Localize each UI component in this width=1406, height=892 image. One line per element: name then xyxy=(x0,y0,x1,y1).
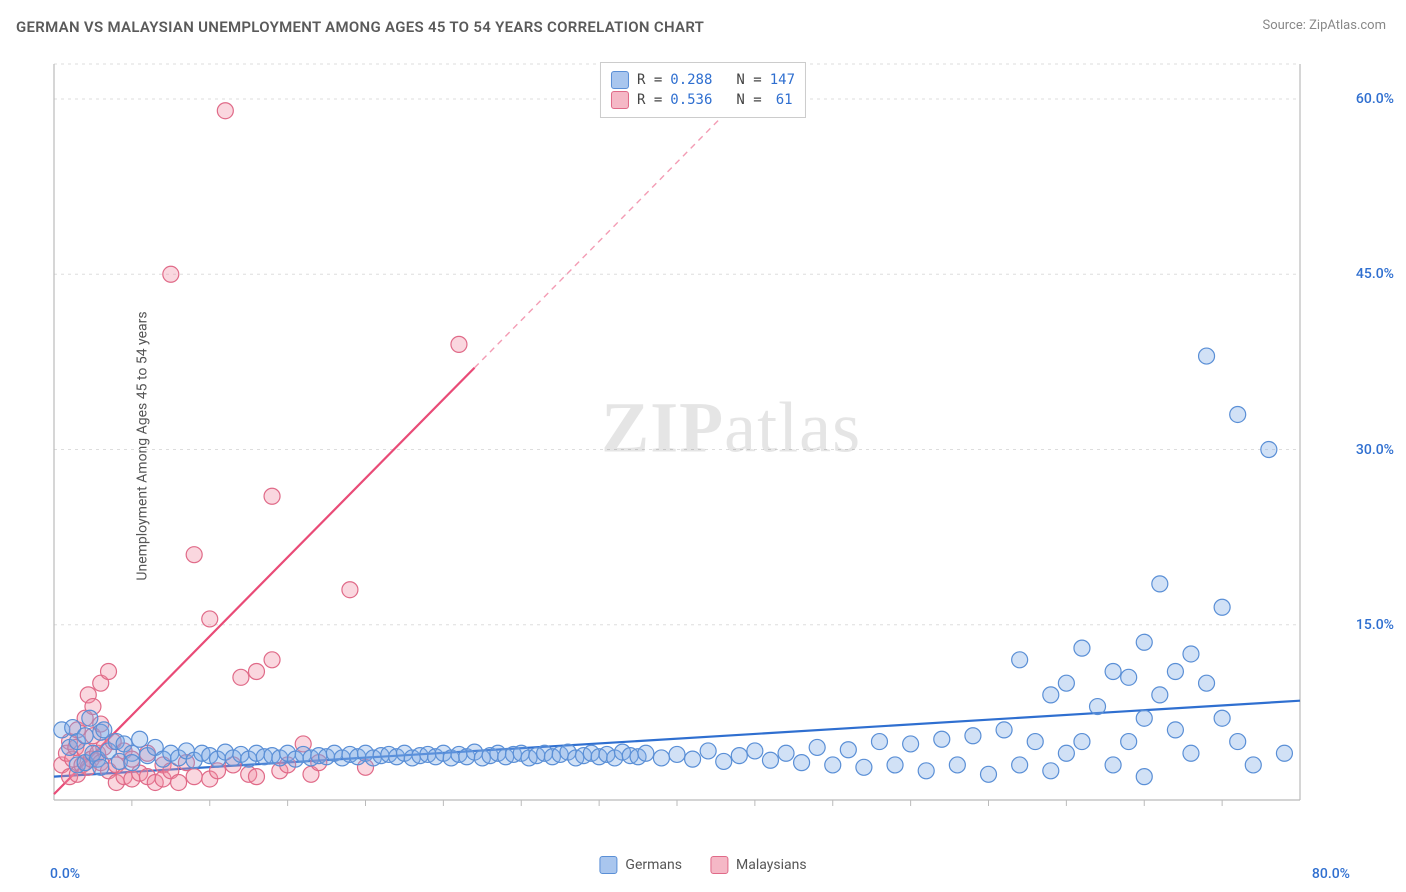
scatter-chart-svg xyxy=(50,60,1350,840)
x-axis-max-label: 80.0% xyxy=(1312,866,1350,882)
r-value-germans: 0.288 xyxy=(670,72,712,88)
n-label: N = xyxy=(736,72,761,88)
legend-label-malaysians: Malaysians xyxy=(736,857,807,873)
legend-swatch-germans xyxy=(611,71,629,89)
y-tick-label: 15.0% xyxy=(1356,617,1394,633)
legend-swatch-malaysians xyxy=(611,91,629,109)
x-axis-origin-label: 0.0% xyxy=(50,866,80,882)
legend-swatch-malaysians xyxy=(710,856,728,874)
chart-area xyxy=(50,60,1350,840)
legend-correlation: R = 0.288 N = 147 R = 0.536 N = 61 xyxy=(600,62,806,118)
n-label: N = xyxy=(736,92,761,108)
y-tick-label: 60.0% xyxy=(1356,91,1394,107)
legend-item-germans: Germans xyxy=(599,856,682,874)
legend-series: Germans Malaysians xyxy=(599,856,806,874)
legend-correlation-row-germans: R = 0.288 N = 147 xyxy=(611,71,795,89)
r-label: R = xyxy=(637,92,662,108)
legend-item-malaysians: Malaysians xyxy=(710,856,807,874)
r-label: R = xyxy=(637,72,662,88)
n-value-malaysians: 61 xyxy=(770,92,793,108)
n-value-germans: 147 xyxy=(770,72,795,88)
source-attribution: Source: ZipAtlas.com xyxy=(1262,18,1386,33)
legend-label-germans: Germans xyxy=(625,857,682,873)
y-tick-label: 30.0% xyxy=(1356,442,1394,458)
y-tick-label: 45.0% xyxy=(1356,266,1394,282)
legend-swatch-germans xyxy=(599,856,617,874)
chart-title: GERMAN VS MALAYSIAN UNEMPLOYMENT AMONG A… xyxy=(16,18,704,36)
legend-correlation-row-malaysians: R = 0.536 N = 61 xyxy=(611,91,795,109)
r-value-malaysians: 0.536 xyxy=(670,92,712,108)
